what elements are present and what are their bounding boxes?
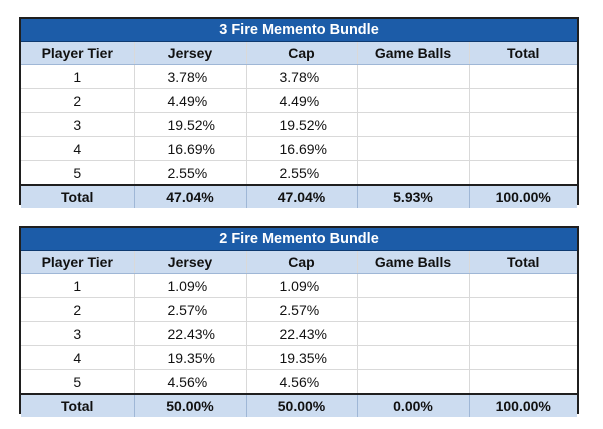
header-total: Total (469, 42, 577, 65)
header-total: Total (469, 251, 577, 274)
header-jersey: Jersey (134, 251, 247, 274)
cap-cell: 4.56% (246, 369, 358, 395)
tier-cell: 4 (21, 136, 135, 161)
jersey-cell: 1.09% (134, 273, 247, 298)
totals-jersey: 47.04% (134, 184, 247, 208)
table-row: 3 19.52% 19.52% (21, 112, 577, 137)
total-cell (469, 64, 577, 89)
probability-table: Player Tier Jersey Cap Game Balls Total … (21, 42, 577, 208)
tier-cell: 5 (21, 369, 135, 395)
game-balls-cell (357, 88, 470, 113)
table-title: 2 Fire Memento Bundle (21, 228, 577, 251)
tier-cell: 1 (21, 273, 135, 298)
totals-total: 100.00% (469, 393, 577, 417)
cap-cell: 2.57% (246, 297, 358, 322)
jersey-cell: 4.56% (134, 369, 247, 395)
totals-row: Total 47.04% 47.04% 5.93% 100.00% (21, 184, 577, 208)
total-cell (469, 297, 577, 322)
tier-cell: 1 (21, 64, 135, 89)
table-row: 2 2.57% 2.57% (21, 297, 577, 322)
game-balls-cell (357, 297, 470, 322)
total-cell (469, 321, 577, 346)
total-cell (469, 88, 577, 113)
header-row: Player Tier Jersey Cap Game Balls Total (21, 251, 577, 274)
bundle-table-2-fire: 2 Fire Memento Bundle Player Tier Jersey… (19, 226, 579, 417)
game-balls-cell (357, 160, 470, 186)
game-balls-cell (357, 136, 470, 161)
header-row: Player Tier Jersey Cap Game Balls Total (21, 42, 577, 65)
game-balls-cell (357, 273, 470, 298)
total-cell (469, 273, 577, 298)
table-row: 5 4.56% 4.56% (21, 369, 577, 395)
totals-total: 100.00% (469, 184, 577, 208)
tier-cell: 2 (21, 88, 135, 113)
totals-jersey: 50.00% (134, 393, 247, 417)
tier-cell: 2 (21, 297, 135, 322)
table-title: 3 Fire Memento Bundle (21, 19, 577, 42)
cap-cell: 16.69% (246, 136, 358, 161)
table-row: 1 3.78% 3.78% (21, 64, 577, 89)
jersey-cell: 2.57% (134, 297, 247, 322)
jersey-cell: 22.43% (134, 321, 247, 346)
total-cell (469, 112, 577, 137)
total-cell (469, 369, 577, 395)
header-game-balls: Game Balls (357, 251, 470, 274)
header-cap: Cap (246, 251, 358, 274)
cap-cell: 19.52% (246, 112, 358, 137)
game-balls-cell (357, 321, 470, 346)
table-row: 4 19.35% 19.35% (21, 345, 577, 370)
total-cell (469, 345, 577, 370)
header-player-tier: Player Tier (21, 42, 135, 65)
cap-cell: 3.78% (246, 64, 358, 89)
probability-table: Player Tier Jersey Cap Game Balls Total … (21, 251, 577, 417)
game-balls-cell (357, 369, 470, 395)
tier-cell: 5 (21, 160, 135, 186)
jersey-cell: 3.78% (134, 64, 247, 89)
game-balls-cell (357, 112, 470, 137)
totals-game-balls: 0.00% (357, 393, 470, 417)
table-row: 1 1.09% 1.09% (21, 273, 577, 298)
jersey-cell: 16.69% (134, 136, 247, 161)
cap-cell: 1.09% (246, 273, 358, 298)
header-player-tier: Player Tier (21, 251, 135, 274)
totals-label: Total (21, 184, 135, 208)
totals-cap: 50.00% (246, 393, 358, 417)
jersey-cell: 2.55% (134, 160, 247, 186)
bundle-table-3-fire: 3 Fire Memento Bundle Player Tier Jersey… (19, 17, 579, 208)
header-cap: Cap (246, 42, 358, 65)
cap-cell: 22.43% (246, 321, 358, 346)
table-row: 4 16.69% 16.69% (21, 136, 577, 161)
game-balls-cell (357, 345, 470, 370)
tier-cell: 3 (21, 321, 135, 346)
cap-cell: 4.49% (246, 88, 358, 113)
header-jersey: Jersey (134, 42, 247, 65)
header-game-balls: Game Balls (357, 42, 470, 65)
jersey-cell: 19.52% (134, 112, 247, 137)
table-row: 5 2.55% 2.55% (21, 160, 577, 186)
total-cell (469, 136, 577, 161)
jersey-cell: 4.49% (134, 88, 247, 113)
table-row: 2 4.49% 4.49% (21, 88, 577, 113)
cap-cell: 19.35% (246, 345, 358, 370)
totals-game-balls: 5.93% (357, 184, 470, 208)
totals-cap: 47.04% (246, 184, 358, 208)
game-balls-cell (357, 64, 470, 89)
jersey-cell: 19.35% (134, 345, 247, 370)
totals-row: Total 50.00% 50.00% 0.00% 100.00% (21, 393, 577, 417)
totals-label: Total (21, 393, 135, 417)
table-row: 3 22.43% 22.43% (21, 321, 577, 346)
tier-cell: 4 (21, 345, 135, 370)
tier-cell: 3 (21, 112, 135, 137)
cap-cell: 2.55% (246, 160, 358, 186)
total-cell (469, 160, 577, 186)
